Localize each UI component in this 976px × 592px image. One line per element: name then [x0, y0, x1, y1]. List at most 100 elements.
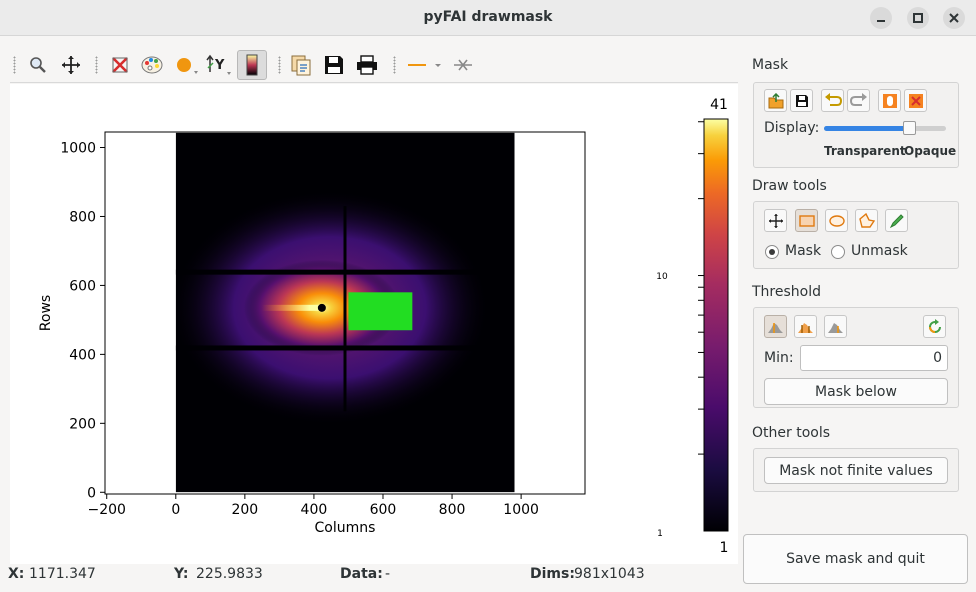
invert-mask-button[interactable] [878, 89, 901, 112]
status-data-label: Data: [340, 566, 383, 582]
polygon-icon [858, 212, 875, 228]
plot-toolbar: Y [10, 48, 738, 83]
toolbar-grip[interactable] [95, 56, 98, 74]
x-tick-label: 400 [301, 502, 328, 518]
x-tick-label: 600 [370, 502, 397, 518]
x-tick-label: 800 [439, 502, 466, 518]
threshold-group: Min: 0 Mask below [753, 307, 959, 408]
status-y-value: 225.9833 [196, 566, 263, 582]
status-y-label: Y: [174, 566, 189, 582]
draw-tools-section-title: Draw tools [752, 178, 827, 194]
plot-canvas[interactable]: −200 0 200 400 600 800 1000 02004006008001000 … [10, 84, 738, 564]
line-style-button[interactable] [402, 50, 446, 80]
minimize-button[interactable] [870, 7, 892, 29]
threshold-between-button[interactable] [794, 315, 817, 338]
pan-button[interactable] [56, 50, 86, 80]
status-dims-value: 981x1043 [574, 566, 645, 582]
colorbar-low-small-label: 1 [657, 529, 663, 539]
unmask-radio-label: Unmask [851, 243, 908, 259]
svg-text:Y: Y [214, 58, 225, 73]
y-axis-button[interactable]: Y [205, 50, 235, 80]
threshold-below-button[interactable] [764, 315, 787, 338]
undo-icon [824, 92, 842, 106]
crosshair-icon [454, 59, 472, 71]
print-icon [357, 55, 377, 75]
mask-not-finite-button[interactable]: Mask not finite values [764, 457, 948, 484]
y-tick-label: 400 [69, 347, 96, 363]
threshold-above-button[interactable] [824, 315, 847, 338]
window-title: pyFAI drawmask [423, 9, 553, 25]
undo-button[interactable] [821, 89, 844, 112]
status-dims-label: Dims: [530, 566, 575, 582]
x-tick-label: 0 [171, 502, 180, 518]
status-x-label: X: [8, 566, 25, 582]
mask-radio-label: Mask [785, 243, 822, 259]
reset-zoom-icon [112, 57, 128, 73]
save-mask-button[interactable] [790, 89, 813, 112]
redo-button[interactable] [847, 89, 870, 112]
display-label: Display: [764, 120, 820, 136]
mask-group: Display: Transparent Opaque [753, 82, 959, 168]
save-button[interactable] [319, 50, 349, 80]
min-value-field[interactable]: 0 [800, 345, 948, 371]
detector-gap-vertical [343, 206, 347, 412]
colormap-icon [141, 56, 163, 74]
status-data-value: - [385, 566, 391, 582]
curve-style-button[interactable] [171, 50, 201, 80]
reset-zoom-button[interactable] [105, 50, 135, 80]
zoom-button[interactable] [23, 50, 53, 80]
polygon-tool-button[interactable] [855, 209, 878, 232]
min-label: Min: [764, 350, 794, 366]
invert-mask-icon [882, 93, 897, 108]
other-tools-group: Mask not finite values [753, 448, 959, 492]
toolbar-grip[interactable] [13, 56, 16, 74]
print-button[interactable] [352, 50, 382, 80]
y-axis: 0 200 400 600 800 1000 [60, 141, 105, 501]
zoom-icon [30, 57, 46, 73]
unmask-radio[interactable] [831, 245, 845, 259]
colorbar-ticks [698, 121, 704, 455]
display-slider-fill [824, 126, 910, 131]
mask-section-title: Mask [752, 57, 789, 73]
crosshair-button[interactable] [448, 50, 478, 80]
axes-border [104, 131, 586, 495]
display-slider-handle[interactable] [903, 121, 917, 135]
close-icon [949, 13, 959, 23]
other-tools-section-title: Other tools [752, 425, 831, 441]
ellipse-tool-button[interactable] [825, 209, 848, 232]
threshold-section-title: Threshold [752, 284, 821, 300]
histogram-below-icon [767, 322, 783, 333]
scatter-streak [261, 304, 322, 311]
browse-tool-button[interactable] [764, 209, 787, 232]
status-x-value: 1171.347 [29, 566, 96, 582]
display-slider-track[interactable] [824, 121, 946, 135]
colorbar-button[interactable] [237, 50, 267, 80]
mask-below-button[interactable]: Mask below [764, 378, 948, 405]
beam-stop [317, 303, 326, 312]
toolbar-grip[interactable] [393, 56, 396, 74]
pencil-icon [889, 213, 904, 228]
transparent-label: Transparent [824, 144, 906, 158]
x-tick-label: 200 [231, 502, 258, 518]
plot-area[interactable]: −200 0 200 400 600 800 1000 0 200 400 600 800 1000 … [10, 84, 738, 564]
mask-radio[interactable] [765, 245, 779, 259]
copy-icon [291, 55, 311, 76]
close-button[interactable] [943, 7, 965, 29]
redo-icon [849, 92, 867, 106]
toolbar-grip[interactable] [278, 56, 281, 74]
colorbar-max-label: 41 [710, 97, 728, 113]
load-mask-button[interactable] [764, 89, 787, 112]
copy-button[interactable] [286, 50, 316, 80]
detector-image [175, 132, 515, 493]
clear-mask-icon [908, 93, 923, 108]
y-axis-icon: Y [206, 54, 231, 75]
refresh-threshold-button[interactable] [923, 315, 946, 338]
rectangle-icon [798, 214, 815, 227]
pencil-tool-button[interactable] [885, 209, 908, 232]
maximize-button[interactable] [907, 7, 929, 29]
save-mask-and-quit-button[interactable]: Save mask and quit [743, 534, 968, 584]
clear-mask-button[interactable] [904, 89, 927, 112]
colormap-button[interactable] [137, 50, 167, 80]
rectangle-tool-button[interactable] [795, 209, 818, 232]
y-tick-label: 800 [69, 209, 96, 225]
